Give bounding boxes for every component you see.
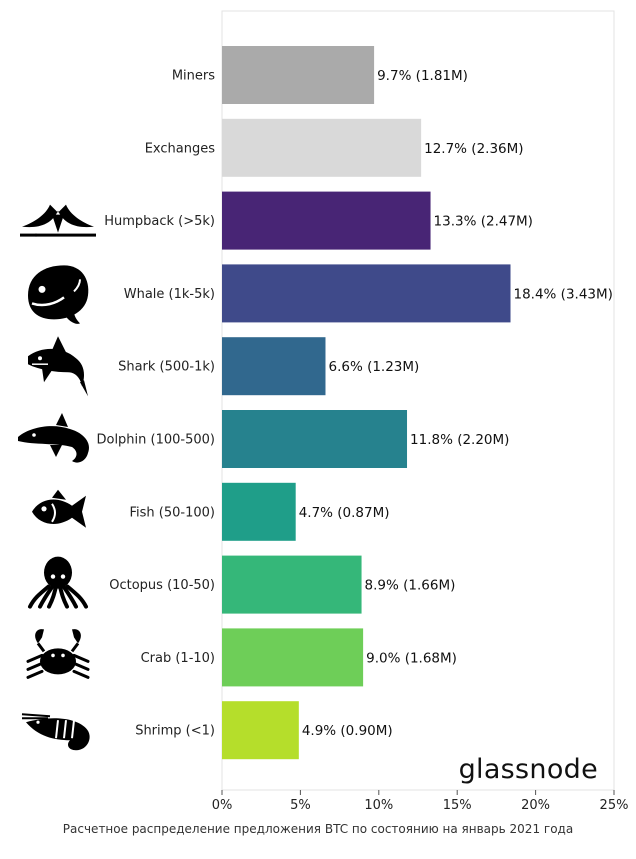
x-tick-label: 20% [521, 798, 550, 813]
data-label: 9.7% (1.81M) [377, 68, 468, 84]
brand-logo: glassnode [459, 754, 598, 785]
plot-border [221, 10, 615, 791]
category-labels: Miners Exchanges Humpback (>5k) Whale (1k-5… [96, 69, 215, 739]
bar [222, 191, 431, 250]
category-label: Crab (1-10) [141, 651, 215, 666]
category-label: Shark (500-1k) [118, 360, 215, 375]
category-label: Octopus (10-50) [109, 578, 215, 593]
x-tick-label: 10% [364, 798, 393, 813]
data-label: 4.7% (0.87M) [299, 505, 390, 521]
bar [222, 118, 422, 177]
crab-icon [26, 629, 90, 679]
humpback-icon [20, 204, 96, 237]
bar [222, 482, 296, 541]
data-label: 6.6% (1.23M) [328, 359, 419, 375]
bar [222, 46, 375, 104]
bars [222, 46, 511, 760]
bar [222, 337, 326, 396]
category-label: Dolphin (100-500) [96, 433, 215, 448]
bar [222, 628, 364, 687]
data-label: 9.0% (1.68M) [366, 650, 457, 666]
plot-frame [221, 10, 615, 791]
category-label: Shrimp (<1) [135, 724, 215, 739]
fish-icon [32, 489, 86, 528]
category-label: Exchanges [145, 141, 216, 156]
icons [18, 204, 96, 751]
shark-icon [28, 336, 88, 397]
bar [222, 264, 511, 323]
data-label: 8.9% (1.66M) [365, 578, 456, 594]
octopus-icon [28, 556, 88, 609]
category-label: Humpback (>5k) [104, 214, 215, 229]
bar [222, 555, 362, 614]
data-label: 11.8% (2.20M) [410, 432, 509, 448]
data-label: 13.3% (2.47M) [434, 214, 533, 230]
chart-caption: Расчетное распределение предложения BTC … [62, 822, 574, 836]
shrimp-icon [21, 713, 90, 751]
x-tick-label: 0% [212, 798, 233, 813]
category-label: Fish (50-100) [130, 505, 215, 520]
bar [222, 701, 299, 760]
bar [222, 410, 408, 468]
data-label: 18.4% (3.43M) [514, 286, 613, 302]
value-labels: 9.7% (1.81M) 12.7% (2.36M) 13.3% (2.47M) 18… [299, 68, 613, 739]
data-label: 4.9% (0.90M) [302, 723, 393, 739]
x-tick-label: 5% [290, 798, 311, 813]
x-tick-label: 25% [600, 798, 629, 813]
x-tick-label: 15% [443, 798, 472, 813]
dolphin-icon [18, 413, 90, 463]
category-label: Whale (1k-5k) [124, 287, 215, 302]
x-axis-ticks: 0% 5% 10% 15% 20% 25% [212, 790, 629, 813]
category-label: Miners [172, 69, 215, 84]
whale-icon [28, 265, 89, 324]
data-label: 12.7% (2.36M) [424, 141, 523, 157]
